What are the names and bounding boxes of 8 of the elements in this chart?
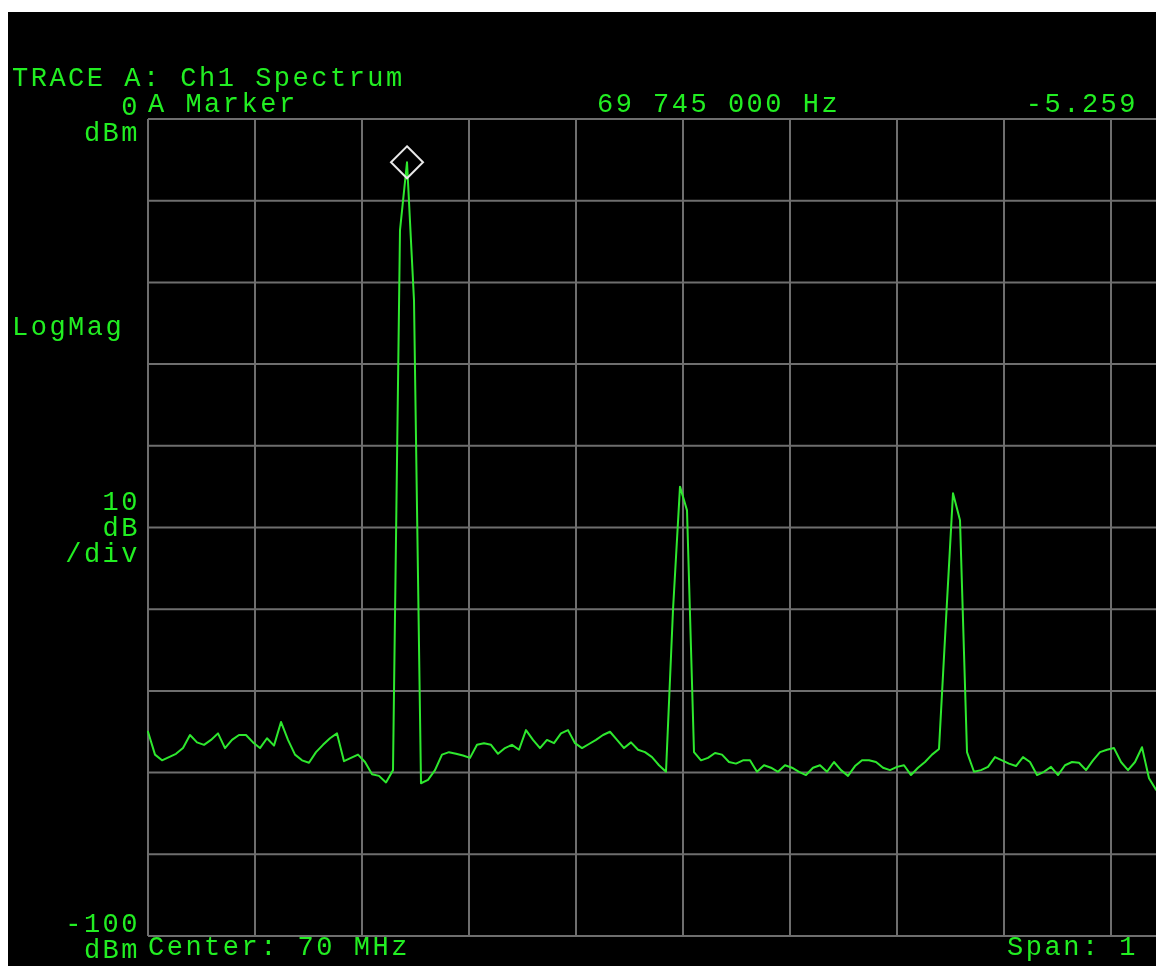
y-tick-label: -100 dBm <box>65 910 140 966</box>
y-tick-label: 0 dBm <box>83 93 140 149</box>
annotation: 69 745 000 Hz <box>597 90 841 120</box>
annotation: Span: 1 <box>1007 933 1138 963</box>
text: LogMag <box>12 313 125 343</box>
annotation: -5.259 <box>1025 90 1138 120</box>
annotation: Center: 70 MHz <box>148 933 410 963</box>
y-axis-title: 10 dB /div <box>65 488 140 570</box>
